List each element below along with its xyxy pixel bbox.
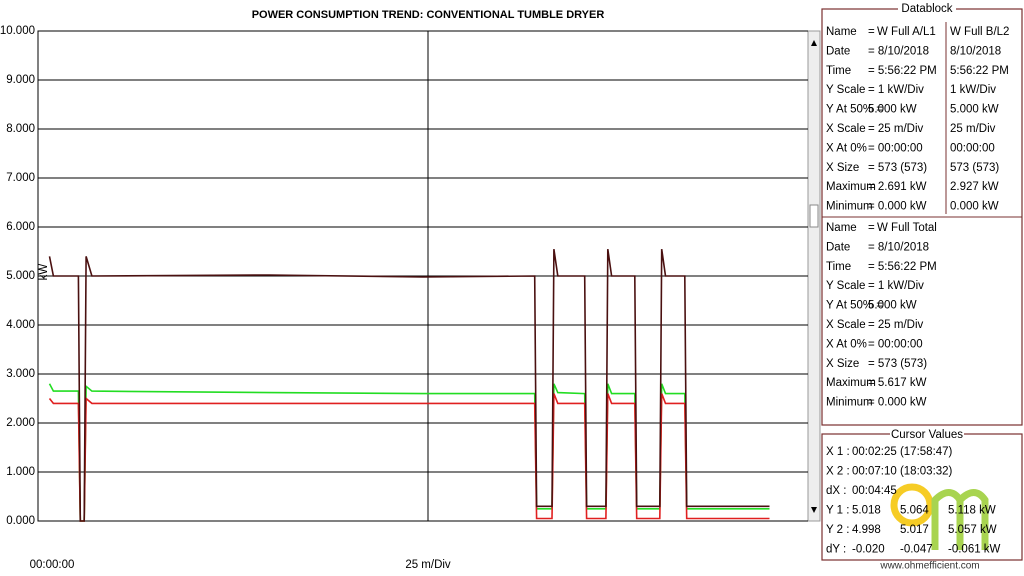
row-value: = 0.000 kW <box>868 201 927 213</box>
cursor-label: dY : <box>826 544 846 556</box>
series-name: W Full B/L2 <box>950 26 1009 38</box>
row-label: X Scale <box>826 123 866 135</box>
y-tick-label: 5.000 <box>6 270 35 282</box>
cursor-value: 4.998 <box>852 524 881 536</box>
cursor-label: Y 2 : <box>826 524 849 536</box>
row-label: Time <box>826 65 851 77</box>
row-value: 8/10/2018 <box>950 45 1001 57</box>
row-value: = 25 m/Div <box>868 123 924 135</box>
row-value: 5:56:22 PM <box>950 65 1009 77</box>
row-value: 2.927 kW <box>950 181 999 193</box>
cursor-value: 00:02:25 (17:58:47) <box>852 446 953 458</box>
row-value: = 1 kW/Div <box>868 84 924 96</box>
cursor-value: 5.017 <box>900 524 929 536</box>
x-start-label: 00:00:00 <box>30 559 75 571</box>
row-eq: = <box>868 26 875 38</box>
cursor-label: Y 1 : <box>826 505 849 517</box>
cursor-title: Cursor Values <box>891 429 963 441</box>
cursor-value: 5.064 <box>900 505 929 517</box>
cursor-value: 5.118 kW <box>948 505 996 517</box>
row-label: Date <box>826 45 850 57</box>
cursor-value: -0.061 kW <box>948 544 1001 556</box>
y-tick-label: 10.000 <box>0 25 35 37</box>
row-value: 5.000 kW <box>868 300 917 312</box>
y-tick-label: 4.000 <box>6 319 35 331</box>
row-value: = 5:56:22 PM <box>868 261 937 273</box>
row-label: X At 0% <box>826 142 867 154</box>
row-label: Minimum <box>826 397 873 409</box>
row-value: = 00:00:00 <box>868 338 923 350</box>
cursor-label: X 2 : <box>826 466 850 478</box>
row-label: Y At 50% = <box>826 104 883 116</box>
row-label: Name <box>826 26 857 38</box>
row-value: = 573 (573) <box>868 358 927 370</box>
row-value: = 1 kW/Div <box>868 280 924 292</box>
scroll-up[interactable] <box>811 40 817 46</box>
datablock-title-bg <box>898 3 956 15</box>
scroll-thumb[interactable] <box>809 204 819 228</box>
row-value: = 573 (573) <box>868 162 927 174</box>
row-label: Minimum <box>826 201 873 213</box>
cursor-value: -0.020 <box>852 544 885 556</box>
cursor-value: 00:04:45 <box>852 485 897 497</box>
row-value: 5.000 kW <box>868 104 917 116</box>
x-scale-label: 25 m/Div <box>405 559 451 571</box>
y-tick-label: 0.000 <box>6 515 35 527</box>
row-value: 1 kW/Div <box>950 84 996 96</box>
row-label: Y At 50% = <box>826 300 883 312</box>
row-value: = 8/10/2018 <box>868 45 929 57</box>
row-value: 5.000 kW <box>950 104 999 116</box>
scroll-down[interactable] <box>811 507 817 513</box>
y-tick-label: 2.000 <box>6 417 35 429</box>
datablock-title: Datablock <box>901 3 952 15</box>
row-label: X Size <box>826 162 859 174</box>
row-value: = 00:00:00 <box>868 142 923 154</box>
cursor-value: 5.018 <box>852 505 881 517</box>
row-label: X At 0% <box>826 338 867 350</box>
row-label: X Scale <box>826 319 866 331</box>
cursor-value: -0.047 <box>900 544 933 556</box>
y-tick-label: 6.000 <box>6 221 35 233</box>
series-name: W Full A/L1 <box>877 26 936 38</box>
row-value: 25 m/Div <box>950 123 996 135</box>
chart-title: POWER CONSUMPTION TREND: CONVENTIONAL TU… <box>252 9 605 21</box>
row-value: = 0.000 kW <box>868 397 927 409</box>
row-value: 0.000 kW <box>950 201 999 213</box>
y-tick-label: 8.000 <box>6 123 35 135</box>
row-value: = 25 m/Div <box>868 319 924 331</box>
row-value: 573 (573) <box>950 162 999 174</box>
y-label: kW <box>38 264 50 281</box>
row-label: Maximum <box>826 181 876 193</box>
row-value: = 5.617 kW <box>868 377 927 389</box>
row-eq: = <box>868 222 875 234</box>
cursor-value: 5.057 kW <box>948 524 997 536</box>
scrollbar[interactable] <box>807 30 821 522</box>
logo <box>890 483 989 550</box>
y-tick-label: 3.000 <box>6 368 35 380</box>
row-value: = 8/10/2018 <box>868 241 929 253</box>
row-label: X Size <box>826 358 859 370</box>
row-label: Name <box>826 222 857 234</box>
row-label: Maximum <box>826 377 876 389</box>
series-line <box>48 248 770 522</box>
row-value: 00:00:00 <box>950 142 995 154</box>
row-label: Y Scale <box>826 280 865 292</box>
cursor-panel <box>821 433 1023 561</box>
cursor-title-bg <box>890 428 964 440</box>
row-value: = 5:56:22 PM <box>868 65 937 77</box>
watermark: www.ohmefficient.com <box>879 561 979 572</box>
series-name: W Full Total <box>877 222 937 234</box>
y-tick-label: 7.000 <box>6 172 35 184</box>
y-tick-label: 1.000 <box>6 466 35 478</box>
row-label: Date <box>826 241 850 253</box>
cursor-label: X 1 : <box>826 446 850 458</box>
cursor-value: 00:07:10 (18:03:32) <box>852 466 953 478</box>
cursor-label: dX : <box>826 485 846 497</box>
y-tick-label: 9.000 <box>6 74 35 86</box>
row-label: Y Scale <box>826 84 865 96</box>
row-label: Time <box>826 261 851 273</box>
row-value: = 2.691 kW <box>868 181 927 193</box>
